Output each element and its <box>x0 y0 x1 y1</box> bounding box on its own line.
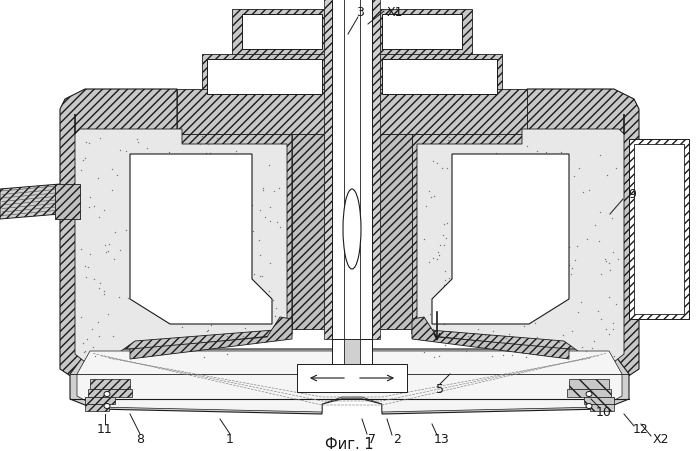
Polygon shape <box>70 349 629 414</box>
Text: 10: 10 <box>596 405 612 419</box>
Text: 11: 11 <box>97 423 113 436</box>
Polygon shape <box>0 184 80 220</box>
Polygon shape <box>380 10 472 75</box>
Text: 13: 13 <box>434 433 450 446</box>
Text: 5: 5 <box>436 382 444 396</box>
Text: Фиг. 1: Фиг. 1 <box>325 437 373 451</box>
Polygon shape <box>77 351 622 412</box>
Polygon shape <box>292 135 324 329</box>
Polygon shape <box>232 10 324 75</box>
Text: 2: 2 <box>393 433 401 446</box>
Polygon shape <box>130 155 272 324</box>
Polygon shape <box>380 135 412 329</box>
Bar <box>297 364 407 392</box>
Polygon shape <box>412 90 639 389</box>
Polygon shape <box>332 0 372 339</box>
Ellipse shape <box>104 391 110 396</box>
Bar <box>88 389 132 397</box>
Text: X2: X2 <box>653 433 669 446</box>
Text: 12: 12 <box>633 423 649 436</box>
Ellipse shape <box>586 404 592 409</box>
Bar <box>569 379 609 389</box>
Polygon shape <box>130 318 292 359</box>
Polygon shape <box>432 155 569 324</box>
Text: X1: X1 <box>387 5 403 18</box>
Polygon shape <box>417 115 624 374</box>
Polygon shape <box>60 90 292 389</box>
Ellipse shape <box>586 391 592 396</box>
Text: 8: 8 <box>136 433 144 446</box>
Polygon shape <box>380 55 502 100</box>
Polygon shape <box>380 90 527 135</box>
Polygon shape <box>332 339 372 366</box>
Polygon shape <box>412 318 569 359</box>
Bar <box>634 145 684 314</box>
Polygon shape <box>344 339 360 364</box>
Bar <box>567 389 611 397</box>
Polygon shape <box>207 60 322 95</box>
Polygon shape <box>75 115 287 374</box>
Text: 3: 3 <box>356 5 364 18</box>
Ellipse shape <box>104 404 110 409</box>
Text: 9: 9 <box>628 188 636 201</box>
Text: 1: 1 <box>226 433 234 446</box>
Ellipse shape <box>343 189 361 269</box>
Polygon shape <box>372 0 380 339</box>
Bar <box>590 404 614 411</box>
Bar <box>584 397 614 404</box>
Bar <box>55 184 80 220</box>
Polygon shape <box>324 0 332 339</box>
Bar <box>85 404 109 411</box>
Text: 7: 7 <box>368 433 376 446</box>
Polygon shape <box>382 15 462 50</box>
Polygon shape <box>242 15 322 50</box>
Bar <box>629 140 689 319</box>
Polygon shape <box>382 60 497 95</box>
Polygon shape <box>202 55 324 100</box>
Bar <box>90 379 130 389</box>
Polygon shape <box>177 90 324 135</box>
Bar <box>85 397 115 404</box>
